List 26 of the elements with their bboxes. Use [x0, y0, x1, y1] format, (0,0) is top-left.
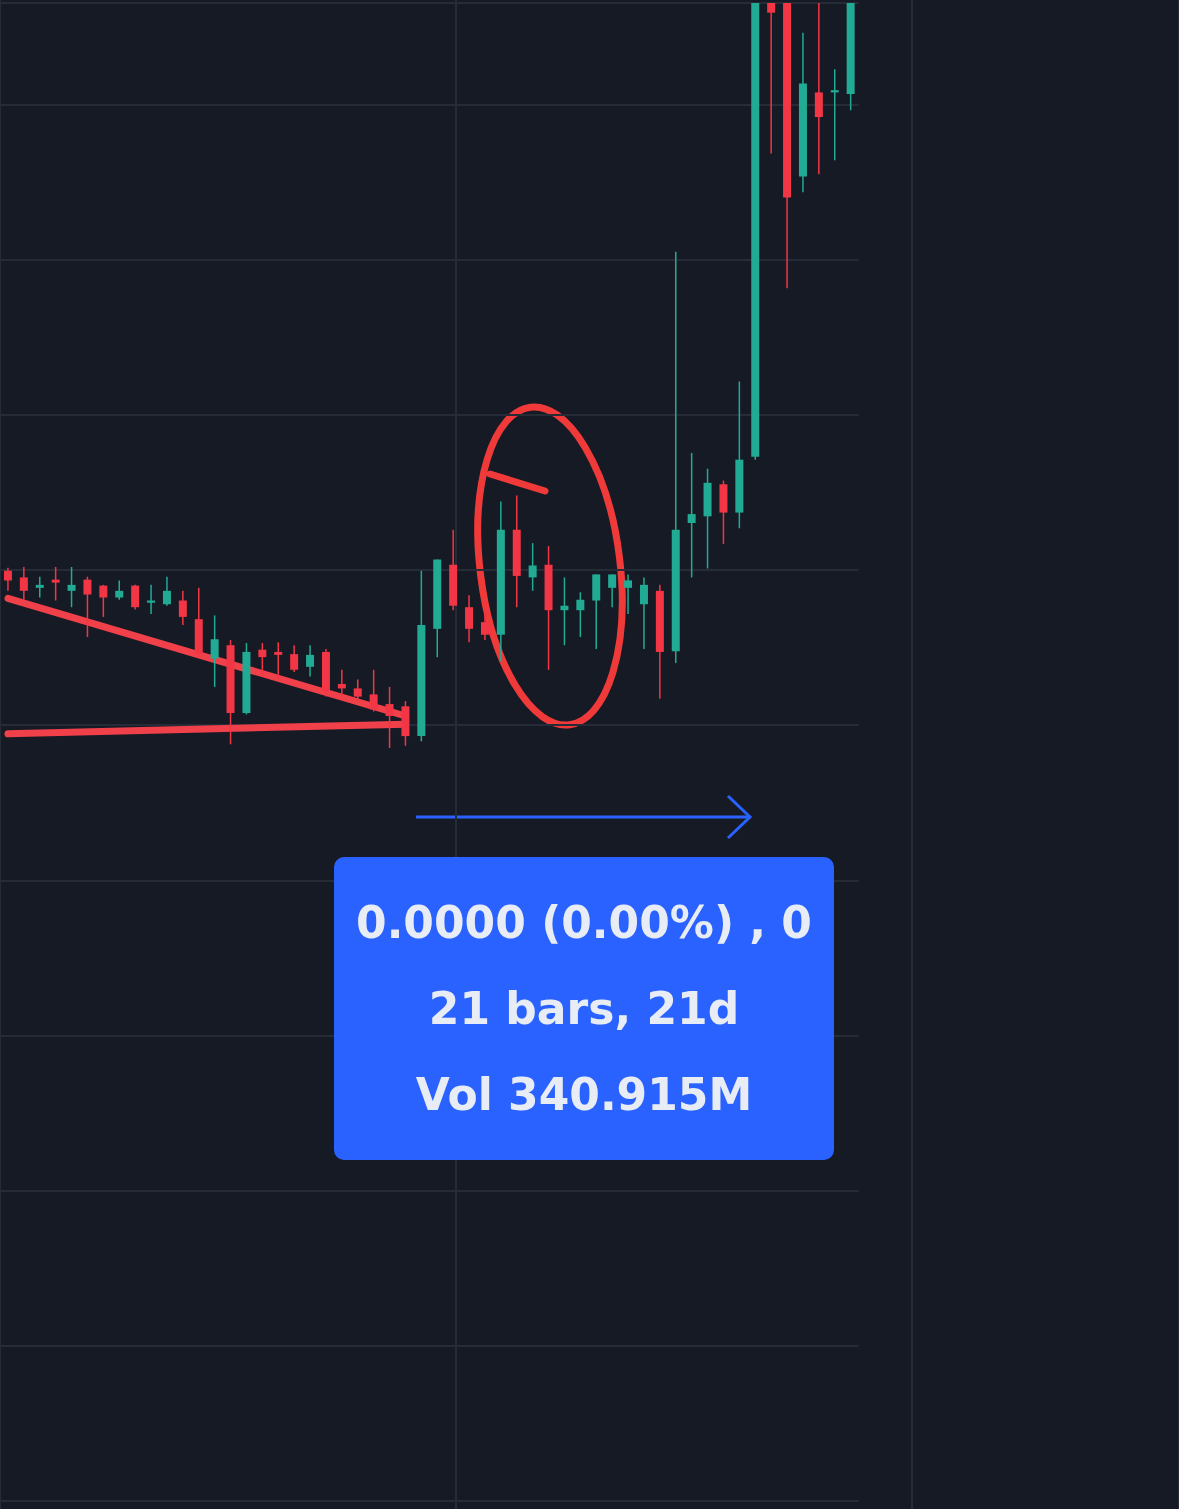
- candlestick: [687, 452, 696, 579]
- candlestick: [99, 584, 108, 618]
- candlestick: [639, 576, 648, 650]
- candlestick: [178, 590, 187, 626]
- candlestick: [576, 591, 585, 638]
- candlestick: [480, 601, 489, 641]
- candlestick: [162, 575, 171, 607]
- candlestick: [51, 566, 60, 602]
- candlestick: [210, 614, 219, 688]
- candlestick: [274, 641, 283, 681]
- candlestick: [115, 579, 124, 601]
- candlestick: [35, 575, 44, 599]
- candlestick: [608, 573, 617, 608]
- candlestick: [67, 566, 76, 608]
- candlestick: [528, 542, 537, 592]
- candlestick: [369, 669, 378, 713]
- candlestick: [306, 644, 315, 678]
- candlestick: [624, 573, 633, 615]
- candlestick: [258, 642, 267, 678]
- candlestick: [131, 584, 140, 611]
- candlestick: [290, 644, 299, 673]
- candlestick: [465, 594, 474, 643]
- candlestick: [353, 678, 362, 702]
- candlestick: [3, 566, 12, 592]
- candlestick: [767, 2, 776, 155]
- info-box: 0.0000 (0.00%) , 0 21 bars, 21d Vol 340.915M: [334, 857, 834, 1160]
